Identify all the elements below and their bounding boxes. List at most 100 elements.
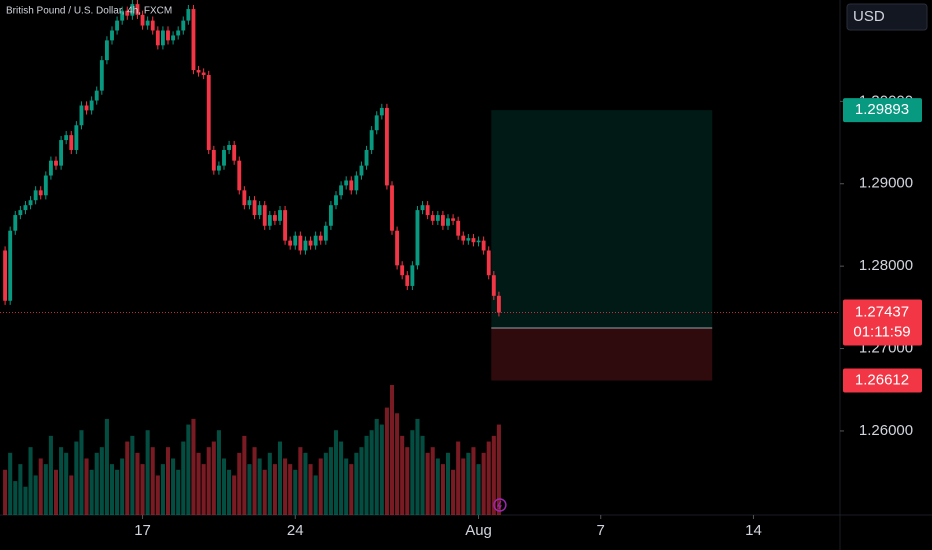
candle-body xyxy=(425,205,430,216)
volume-bar xyxy=(440,464,445,515)
candle-body xyxy=(64,135,69,141)
volume-bar xyxy=(262,469,267,515)
candle-body xyxy=(69,135,74,150)
volume-bar xyxy=(461,458,466,515)
volume-bar xyxy=(257,458,262,515)
volume-bar xyxy=(43,464,48,515)
volume-bar xyxy=(354,452,359,515)
candle-body xyxy=(181,20,186,31)
candle-body xyxy=(171,35,176,41)
candle-body xyxy=(140,14,145,26)
candle-body xyxy=(405,275,410,286)
volume-bar xyxy=(405,447,410,515)
volume-bar xyxy=(115,469,120,515)
volume-bar xyxy=(28,447,33,515)
candle-body xyxy=(476,240,481,243)
candle-body xyxy=(125,10,130,16)
candle-body xyxy=(201,72,206,75)
candle-body xyxy=(288,240,293,246)
last-price-label-bg xyxy=(843,299,922,346)
candle-body xyxy=(89,100,94,111)
candle-body xyxy=(395,230,400,266)
volume-bar xyxy=(435,458,440,515)
candle-body xyxy=(130,4,135,16)
candle-body xyxy=(293,235,298,246)
last-price-label: 1.27437 xyxy=(855,304,909,321)
volume-bar xyxy=(328,447,333,515)
volume-bar xyxy=(318,458,323,515)
volume-bar xyxy=(491,435,496,515)
volume-bar xyxy=(395,413,400,515)
candle-body xyxy=(227,145,232,150)
volume-bar xyxy=(283,458,288,515)
volume-bar xyxy=(99,447,104,515)
volume-bar xyxy=(69,475,74,515)
candle-body xyxy=(242,190,247,206)
volume-bar xyxy=(476,464,481,515)
volume-bar xyxy=(48,435,53,515)
candle-body xyxy=(160,30,165,46)
candle-body xyxy=(415,210,420,266)
volume-bar xyxy=(344,458,349,515)
volume-bar xyxy=(135,452,140,515)
candle-body xyxy=(491,275,496,296)
volume-bar xyxy=(277,441,283,515)
candle-body xyxy=(54,160,58,166)
candle-body xyxy=(232,145,237,161)
target-label: 1.29893 xyxy=(855,101,909,118)
volume-bar xyxy=(237,452,242,515)
candle-body xyxy=(456,220,461,236)
candle-body xyxy=(196,70,201,73)
candle-body xyxy=(303,240,308,251)
candle-body xyxy=(206,74,211,150)
volume-bar xyxy=(313,475,318,515)
volume-bar xyxy=(227,469,232,515)
candle-body xyxy=(145,20,150,26)
candle-body xyxy=(13,215,18,231)
volume-bar xyxy=(456,441,461,515)
candle-body xyxy=(318,235,323,241)
candle-body xyxy=(435,215,440,221)
volume-bar xyxy=(165,447,171,515)
volume-bar xyxy=(471,447,476,515)
volume-bar xyxy=(89,469,94,515)
candle-body xyxy=(257,205,262,216)
volume-bar xyxy=(267,452,272,515)
stop-label: 1.26612 xyxy=(855,371,909,388)
candle-body xyxy=(48,160,53,176)
volume-bar xyxy=(451,469,456,515)
y-tick-label: 1.26000 xyxy=(859,422,913,439)
volume-bar xyxy=(176,469,181,515)
volume-bar xyxy=(181,441,186,515)
volume-bar xyxy=(323,452,328,515)
candle-body xyxy=(3,250,8,301)
candle-body xyxy=(354,175,359,191)
candle-body xyxy=(278,210,282,221)
candle-body xyxy=(166,30,170,41)
candle-body xyxy=(283,210,288,241)
volume-bar xyxy=(84,458,89,515)
chart-title: British Pound / U.S. Dollar, 4h, FXCM xyxy=(6,6,172,17)
candle-body xyxy=(420,205,425,211)
candle-body xyxy=(267,215,272,226)
candle-body xyxy=(33,190,38,201)
volume-bar xyxy=(242,435,247,515)
volume-bar xyxy=(466,452,471,515)
volume-bar xyxy=(339,441,344,515)
candle-body xyxy=(323,225,328,241)
volume-bar xyxy=(298,447,303,515)
volume-bar xyxy=(293,469,298,515)
volume-bar xyxy=(496,424,501,515)
volume-bar xyxy=(481,452,486,515)
candle-body xyxy=(237,160,242,191)
candle-body xyxy=(252,200,257,216)
volume-bar xyxy=(420,435,425,515)
x-tick-label: 24 xyxy=(287,522,304,539)
candle-body xyxy=(115,20,120,31)
volume-bar xyxy=(94,452,99,515)
currency-button[interactable] xyxy=(846,3,928,31)
candle-body xyxy=(104,40,109,61)
volume-bar xyxy=(120,458,125,515)
